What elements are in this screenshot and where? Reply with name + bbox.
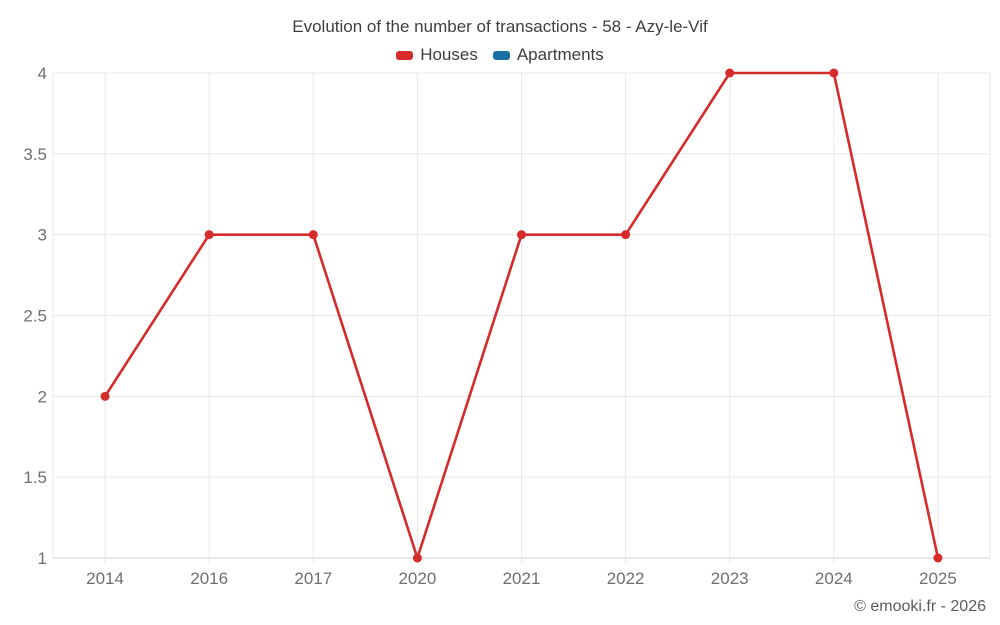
houses-data-point[interactable] bbox=[412, 553, 422, 563]
houses-data-point[interactable] bbox=[933, 553, 943, 563]
x-tick-label: 2020 bbox=[398, 569, 436, 588]
y-tick-label: 2 bbox=[38, 387, 47, 406]
y-tick-label: 1 bbox=[38, 549, 47, 568]
x-tick-label: 2017 bbox=[294, 569, 332, 588]
houses-data-point[interactable] bbox=[725, 68, 735, 78]
x-tick-label: 2024 bbox=[815, 569, 853, 588]
x-tick-label: 2022 bbox=[607, 569, 645, 588]
legend-label-apartments: Apartments bbox=[516, 45, 604, 64]
y-tick-label: 3 bbox=[38, 226, 47, 245]
legend-item-apartments[interactable]: Apartments bbox=[492, 45, 604, 65]
y-tick-label: 3.5 bbox=[23, 145, 47, 164]
apartments-legend-swatch-icon bbox=[492, 50, 510, 60]
legend-label-houses: Houses bbox=[420, 45, 478, 64]
houses-data-point[interactable] bbox=[308, 230, 318, 240]
houses-data-point[interactable] bbox=[829, 68, 839, 78]
legend-item-houses[interactable]: Houses bbox=[396, 45, 478, 65]
y-tick-label: 4 bbox=[38, 64, 47, 83]
y-tick-label: 2.5 bbox=[23, 307, 47, 326]
copyright: © emooki.fr - 2026 bbox=[854, 598, 986, 615]
houses-data-point[interactable] bbox=[204, 230, 214, 240]
houses-data-point[interactable] bbox=[100, 391, 110, 401]
houses-legend-swatch-icon bbox=[396, 50, 414, 60]
chart-title: Evolution of the number of transactions … bbox=[292, 17, 708, 36]
x-tick-label: 2014 bbox=[86, 569, 124, 588]
houses-data-point[interactable] bbox=[621, 230, 631, 240]
x-tick-label: 2021 bbox=[503, 569, 541, 588]
x-tick-label: 2025 bbox=[919, 569, 957, 588]
y-tick-label: 1.5 bbox=[23, 468, 47, 487]
houses-data-point[interactable] bbox=[517, 230, 526, 240]
x-tick-label: 2023 bbox=[711, 569, 749, 588]
legend: Houses Apartments bbox=[0, 45, 1000, 65]
x-tick-label: 2016 bbox=[190, 569, 228, 588]
